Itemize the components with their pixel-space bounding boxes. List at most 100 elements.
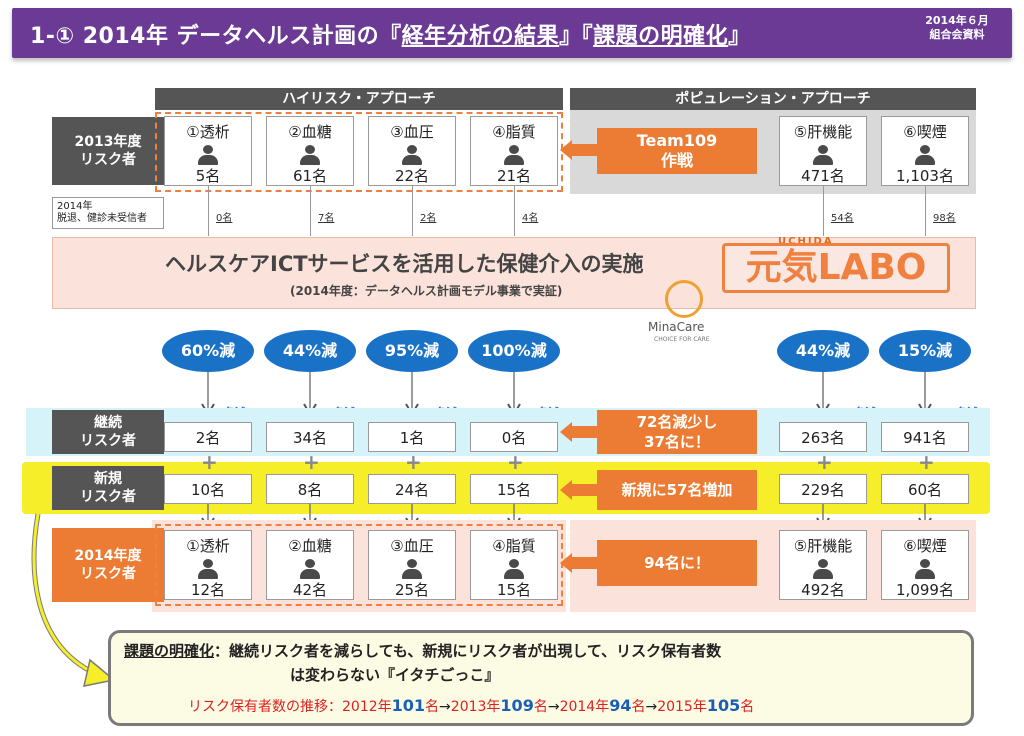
- connector-line: [823, 186, 824, 236]
- trend-unit: 名: [533, 699, 548, 715]
- plus-icon: +: [507, 450, 524, 474]
- reduction-oval: 15%減: [879, 330, 971, 372]
- person-icon-head: [509, 145, 519, 154]
- arrow-left-team: [560, 140, 598, 160]
- person-icon: [914, 559, 936, 579]
- dropout-count: 0名: [216, 213, 233, 224]
- trend-unit: 名: [740, 699, 755, 715]
- high-risk-group-2013: [155, 112, 563, 192]
- summary-line2: は変わらない『イタチごっこ』: [290, 666, 500, 684]
- continuing-count-box: 34名: [266, 422, 354, 452]
- risk-card: ①透析 12名: [164, 530, 252, 600]
- row-label-2014: 2014年度 リスク者: [52, 528, 164, 602]
- new-count-box: 15名: [470, 474, 558, 504]
- summary-box: [108, 630, 974, 726]
- trend-year: 2013年: [450, 699, 501, 715]
- plus-icon: +: [816, 450, 833, 474]
- risk-card-label: ④脂質: [492, 123, 536, 141]
- trend-year: 2014年: [559, 699, 610, 715]
- connector-line: [310, 186, 311, 236]
- curved-arrow: [31, 513, 116, 687]
- person-icon-head: [509, 559, 519, 568]
- minacare-logo-sub: CHOICE FOR CARE: [654, 336, 710, 343]
- ict-band-title: ヘルスケアICTサービスを活用した保健介入の実施: [165, 252, 644, 276]
- genki-labo-logo: 元気LABO: [722, 243, 950, 293]
- risk-card-label: ⑥喫煙: [903, 123, 947, 141]
- risk-card: ③血圧 25名: [368, 530, 456, 600]
- person-icon-head: [407, 145, 417, 154]
- risk-card-label: ②血糖: [288, 537, 332, 555]
- new-count-box: 10名: [164, 474, 252, 504]
- plus-icon: +: [303, 450, 320, 474]
- risk-card-count: 1,099名: [896, 581, 954, 599]
- risk-card-count: 492名: [801, 581, 845, 599]
- person-icon: [401, 145, 423, 165]
- new-increase-callout: 新規に57名増加: [597, 470, 757, 510]
- reduced-callout: 72名減少し 37名に！: [597, 410, 757, 454]
- person-icon-body: [198, 569, 218, 579]
- risk-card-label: ③血圧: [390, 123, 434, 141]
- person-icon-head: [818, 559, 828, 568]
- risk-card-count: 15名: [496, 581, 532, 599]
- person-icon-head: [818, 145, 828, 154]
- person-icon-body: [504, 155, 524, 165]
- reduction-oval: 100%減: [468, 330, 560, 372]
- person-icon-body: [300, 155, 320, 165]
- risk-card-count: 1,103名: [896, 167, 954, 185]
- high-risk-approach-header: ハイリスク・アプローチ: [155, 88, 563, 110]
- person-icon: [299, 145, 321, 165]
- person-icon-head: [203, 145, 213, 154]
- person-icon: [197, 559, 219, 579]
- person-icon-head: [305, 559, 315, 568]
- risk-card-label: ②血糖: [288, 123, 332, 141]
- person-icon-body: [300, 569, 320, 579]
- summary-trend: リスク保有者数の推移：2012年101名→2013年109名→2014年94名→…: [188, 696, 755, 715]
- trend-number: 105: [706, 696, 741, 715]
- team109-callout: Team109 作戦: [597, 128, 757, 174]
- risk-card-count: 22名: [394, 167, 430, 185]
- reduction-oval: 44%減: [777, 330, 869, 372]
- trend-arrow: →: [547, 699, 560, 715]
- reduction-oval: 60%減: [162, 330, 254, 372]
- row-label-new: 新規 リスク者: [52, 466, 164, 510]
- row-label-dropout: 2014年 脱退、健診未受信者: [52, 197, 164, 229]
- minacare-logo-text: MinaCare: [648, 320, 705, 334]
- risk-card-count: 21名: [496, 167, 532, 185]
- ict-band-subtitle: (2014年度：データヘルス計画モデル事業で実証): [290, 284, 563, 298]
- person-icon: [401, 559, 423, 579]
- summary-headline: 課題の明確化：継続リスク者を減らしても、新規にリスク者が出現して、リスク保有者数: [124, 642, 722, 660]
- person-icon-head: [203, 559, 213, 568]
- person-icon-body: [813, 155, 833, 165]
- person-icon-body: [402, 569, 422, 579]
- risk-card: ⑥喫煙 1,103名: [881, 116, 969, 186]
- person-icon: [914, 145, 936, 165]
- dropout-count: 7名: [318, 213, 335, 224]
- risk-card-count: 471名: [801, 167, 845, 185]
- risk-card-count: 42名: [292, 581, 328, 599]
- person-icon: [299, 559, 321, 579]
- risk-card-count: 12名: [190, 581, 226, 599]
- population-approach-header: ポピュレーション・アプローチ: [570, 88, 976, 110]
- connector-line: [925, 186, 926, 236]
- high-risk-group-2014: [155, 524, 563, 606]
- risk-card: ④脂質 15名: [470, 530, 558, 600]
- person-icon-body: [813, 569, 833, 579]
- dropout-count: 2名: [420, 213, 437, 224]
- risk-card-label: ⑤肝機能: [793, 123, 853, 141]
- risk-card-count: 5名: [195, 167, 221, 185]
- person-icon-body: [915, 155, 935, 165]
- risk-card: ②血糖 61名: [266, 116, 354, 186]
- person-icon: [812, 145, 834, 165]
- dropout-count: 98名: [933, 213, 956, 224]
- risk-card-count: 61名: [292, 167, 328, 185]
- arrow-left-2014: [560, 553, 598, 573]
- person-icon: [503, 145, 525, 165]
- risk-card-label: ③血圧: [390, 537, 434, 555]
- title-date: 2014年６月 組合会資料: [925, 14, 989, 41]
- person-icon: [503, 559, 525, 579]
- ict-service-band: [52, 237, 976, 309]
- reduction-oval: 44%減: [264, 330, 356, 372]
- new-count-box: 229名: [779, 474, 867, 504]
- continuing-count-box: 263名: [779, 422, 867, 452]
- risk-card-label: ④脂質: [492, 537, 536, 555]
